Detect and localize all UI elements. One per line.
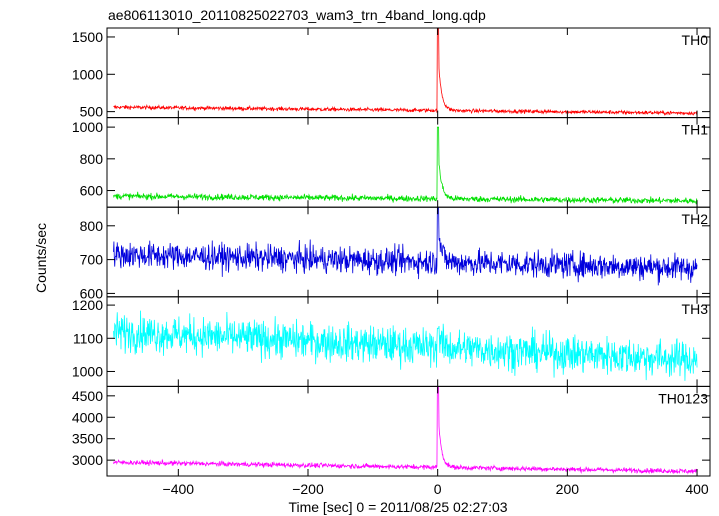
panel-th1: 600 800 1000 TH1	[72, 117, 711, 208]
y-axis-label: Counts/sec	[33, 223, 49, 293]
panel-th0: 500 1000 1500 TH0	[72, 27, 711, 120]
series-th0123	[113, 386, 698, 475]
panel-label: TH3	[682, 301, 709, 317]
x-tick-label: 400	[685, 481, 709, 497]
y-tick-label: 4000	[72, 409, 103, 425]
x-axis: −400 −200 0 200 400	[163, 481, 709, 497]
y-tick-label: 3000	[72, 452, 103, 468]
series-th1	[113, 126, 698, 205]
y-tick-label: 1000	[72, 363, 103, 379]
y-tick-label: 4500	[72, 388, 103, 404]
y-tick-label: 700	[80, 252, 104, 268]
chart-title: ae806113010_20110825022703_wam3_trn_4ban…	[108, 7, 486, 23]
x-axis-label: Time [sec] 0 = 2011/08/25 02:27:03	[288, 499, 507, 515]
y-tick-label: 500	[80, 104, 104, 120]
y-tick-label: 1000	[72, 119, 103, 135]
panel-label: TH0123	[658, 390, 708, 406]
panel-th0123: 3000 3500 4000 4500 TH0123	[72, 385, 711, 477]
x-tick-label: 0	[434, 481, 442, 497]
y-tick-label: 1000	[72, 66, 103, 82]
series-th2	[113, 207, 698, 286]
x-tick-label: −200	[292, 481, 324, 497]
y-tick-label: 1100	[73, 330, 103, 346]
y-tick-label: 600	[80, 285, 104, 301]
y-tick-label: 3500	[72, 431, 103, 447]
x-tick-label: 200	[556, 481, 580, 497]
y-tick-label: 600	[80, 183, 104, 199]
panel-label: TH0	[682, 32, 709, 48]
y-tick-label: 1500	[72, 29, 103, 45]
panel-th2: 600 700 800 TH2	[80, 206, 711, 301]
y-tick-label: 800	[80, 151, 104, 167]
panel-th3: 1000 1100 1200 TH3	[72, 296, 711, 387]
panel-frame	[106, 27, 711, 119]
y-tick-label: 1200	[72, 297, 103, 313]
series-th3	[113, 310, 698, 381]
panel-frame	[106, 117, 711, 208]
panel-label: TH1	[682, 122, 709, 138]
series-th0	[113, 28, 698, 116]
panel-label: TH2	[682, 211, 709, 227]
x-tick-label: −400	[163, 481, 195, 497]
y-tick-label: 800	[80, 218, 104, 234]
panel-frame	[106, 206, 711, 298]
panel-frame	[106, 296, 711, 387]
panel-frame	[106, 385, 711, 477]
